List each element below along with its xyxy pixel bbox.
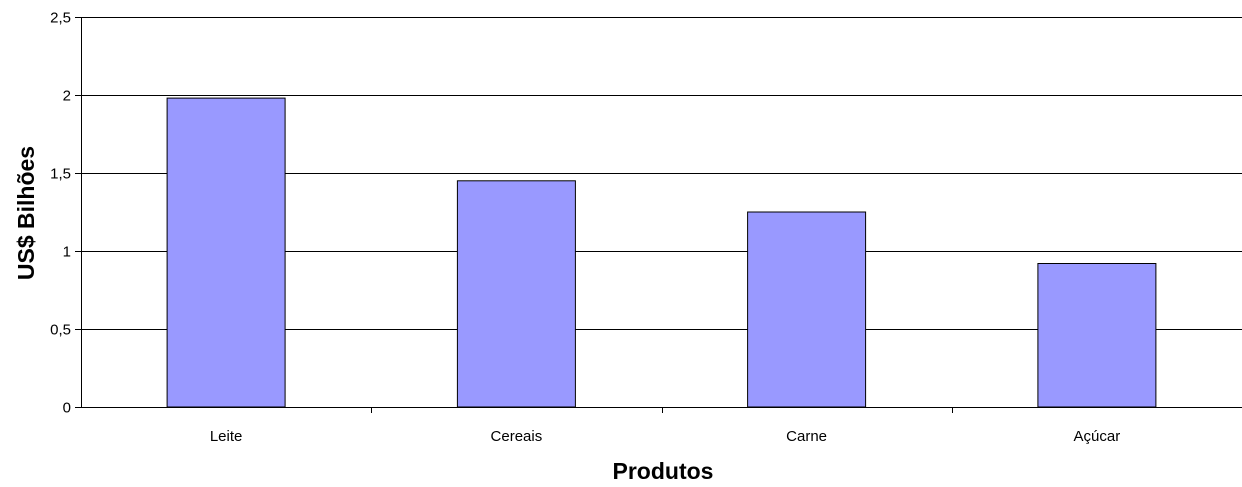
x-tick-label: Carne bbox=[786, 428, 827, 445]
bars bbox=[166, 97, 1157, 408]
axes bbox=[75, 17, 1242, 413]
y-tick-labels: 0 0,5 1 1,5 2 2,5 bbox=[50, 10, 71, 417]
y-tick-label: 1 bbox=[63, 244, 71, 261]
y-axis-title: US$ Bilhões bbox=[13, 146, 39, 280]
bar bbox=[747, 211, 867, 408]
y-tick-label: 1,5 bbox=[50, 166, 71, 183]
y-tick-label: 2,5 bbox=[50, 10, 71, 27]
x-tick-label: Açúcar bbox=[1074, 428, 1121, 445]
bar bbox=[1037, 263, 1157, 408]
x-tick-labels: Leite Cereais Carne Açúcar bbox=[210, 428, 1120, 445]
y-tick-label: 0 bbox=[63, 400, 71, 417]
y-tick-label: 2 bbox=[63, 88, 71, 105]
bar bbox=[166, 97, 286, 408]
bar bbox=[456, 180, 576, 408]
y-tick-label: 0,5 bbox=[50, 322, 71, 339]
x-tick-label: Cereais bbox=[491, 428, 543, 445]
x-axis-title: Produtos bbox=[613, 458, 714, 484]
x-tick-label: Leite bbox=[210, 428, 243, 445]
